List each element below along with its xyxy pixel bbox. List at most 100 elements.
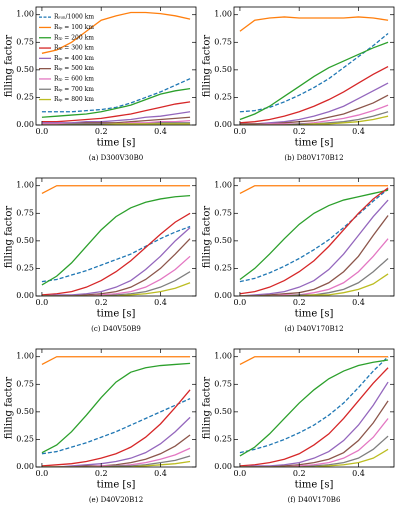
x-tick-label: 0.2 xyxy=(293,298,306,307)
x-tick-label: 0.2 xyxy=(293,469,306,478)
y-axis-label: filling factor xyxy=(4,377,15,440)
plot-lines xyxy=(41,11,191,125)
series-line xyxy=(41,356,191,366)
series-line xyxy=(41,282,191,296)
series-line xyxy=(239,187,389,295)
series-line xyxy=(239,367,389,467)
y-tick-label: 0.50 xyxy=(16,407,34,416)
y-tick-label: 0.50 xyxy=(214,407,232,416)
series-line xyxy=(239,400,389,467)
series-line xyxy=(239,115,389,125)
plot-lines xyxy=(41,356,191,467)
x-axis-label: time [s] xyxy=(295,309,334,320)
series-line xyxy=(41,455,191,467)
x-tick-label: 0.2 xyxy=(95,127,108,136)
series-line xyxy=(239,359,389,457)
series-line xyxy=(239,356,389,366)
series-line xyxy=(239,32,389,113)
legend-label: Rₜₚ = 800 km xyxy=(54,96,94,103)
x-tick-label: 0.0 xyxy=(36,469,49,478)
series-line xyxy=(41,194,191,286)
y-tick-label: 0.75 xyxy=(16,37,34,46)
y-tick-label: 0.25 xyxy=(214,434,232,443)
series-line xyxy=(239,356,389,454)
series-line xyxy=(41,362,191,454)
y-axis-label: filling factor xyxy=(4,35,15,98)
x-tick-label: 0.4 xyxy=(154,127,167,136)
y-tick-label: 0.75 xyxy=(214,379,232,388)
y-tick-label: 0.25 xyxy=(214,92,232,101)
y-tick-label: 0.00 xyxy=(214,462,232,471)
series-line xyxy=(239,189,389,280)
series-line xyxy=(239,41,389,121)
y-tick-label: 1.00 xyxy=(214,10,232,19)
series-line xyxy=(41,398,191,455)
y-tick-label: 0.00 xyxy=(214,120,232,129)
series-line xyxy=(239,273,389,296)
series-line xyxy=(41,225,191,283)
series-line xyxy=(41,460,191,467)
caption: (c) D40V50B9 xyxy=(91,325,141,333)
axes-frame xyxy=(233,177,395,297)
series-line xyxy=(41,255,191,296)
axes-frame xyxy=(233,6,395,126)
y-tick-label: 0.25 xyxy=(16,263,34,272)
x-axis-label: time [s] xyxy=(295,480,334,491)
series-line xyxy=(41,11,191,54)
axes-frame xyxy=(35,177,197,297)
x-tick-label: 0.0 xyxy=(36,127,49,136)
series-line xyxy=(41,111,191,124)
x-tick-label: 0.4 xyxy=(352,298,365,307)
series-line xyxy=(239,418,389,467)
series-line xyxy=(41,212,191,296)
x-tick-label: 0.4 xyxy=(154,469,167,478)
x-tick-label: 0.2 xyxy=(95,298,108,307)
series-line xyxy=(41,238,191,296)
series-line xyxy=(41,123,191,125)
y-tick-label: 1.00 xyxy=(16,352,34,361)
legend-label: Rₜₚ = 300 km xyxy=(54,45,94,52)
series-line xyxy=(41,185,191,195)
y-tick-label: 0.00 xyxy=(16,462,34,471)
plot-lines xyxy=(239,16,389,125)
plot-lines xyxy=(239,185,389,296)
y-tick-label: 1.00 xyxy=(16,181,34,190)
y-tick-label: 0.25 xyxy=(214,263,232,272)
y-tick-label: 0.50 xyxy=(16,65,34,74)
plot-lines xyxy=(41,185,191,296)
series-line xyxy=(239,448,389,467)
series-line xyxy=(239,188,389,283)
axes-frame xyxy=(233,348,395,468)
caption: (f) D40V170B6 xyxy=(288,496,341,504)
panel: 0.0 0.2 0.4 0.00 0.25 0.50 0.75 1.00 time [s] fil… xyxy=(4,348,197,504)
plot-lines xyxy=(239,356,389,467)
series-line xyxy=(239,381,389,467)
series-line xyxy=(41,87,191,118)
legend-label: Rₜₚ = 100 km xyxy=(54,24,94,31)
axes-frame xyxy=(35,348,197,468)
y-tick-label: 1.00 xyxy=(214,352,232,361)
caption: (e) D40V20B12 xyxy=(89,496,143,504)
x-tick-label: 0.0 xyxy=(234,469,247,478)
series-line xyxy=(41,271,191,296)
legend-label: Rₜₚ = 200 km xyxy=(54,34,94,41)
panel: 0.0 0.2 0.4 0.00 0.25 0.50 0.75 1.00 time [s] fil… xyxy=(4,177,197,333)
y-tick-label: 0.25 xyxy=(16,434,34,443)
y-tick-label: 1.00 xyxy=(214,181,232,190)
y-tick-label: 0.75 xyxy=(214,37,232,46)
series-line xyxy=(239,435,389,467)
panel: 0.0 0.2 0.4 0.00 0.25 0.50 0.75 1.00 time [s] fil… xyxy=(202,348,395,504)
y-tick-label: 0.50 xyxy=(214,236,232,245)
x-tick-label: 0.0 xyxy=(234,298,247,307)
x-tick-label: 0.4 xyxy=(154,298,167,307)
y-tick-label: 0.00 xyxy=(214,291,232,300)
axes-frame xyxy=(35,6,197,126)
caption: (a) D300V30B0 xyxy=(89,154,143,162)
caption: (d) D40V170B12 xyxy=(284,325,343,333)
x-axis-label: time [s] xyxy=(97,480,136,491)
series-line xyxy=(239,82,389,125)
series-line xyxy=(41,78,191,113)
y-tick-label: 0.00 xyxy=(16,120,34,129)
panel: 0.0 0.2 0.4 0.00 0.25 0.50 0.75 1.00 time [s] fil… xyxy=(202,6,395,162)
